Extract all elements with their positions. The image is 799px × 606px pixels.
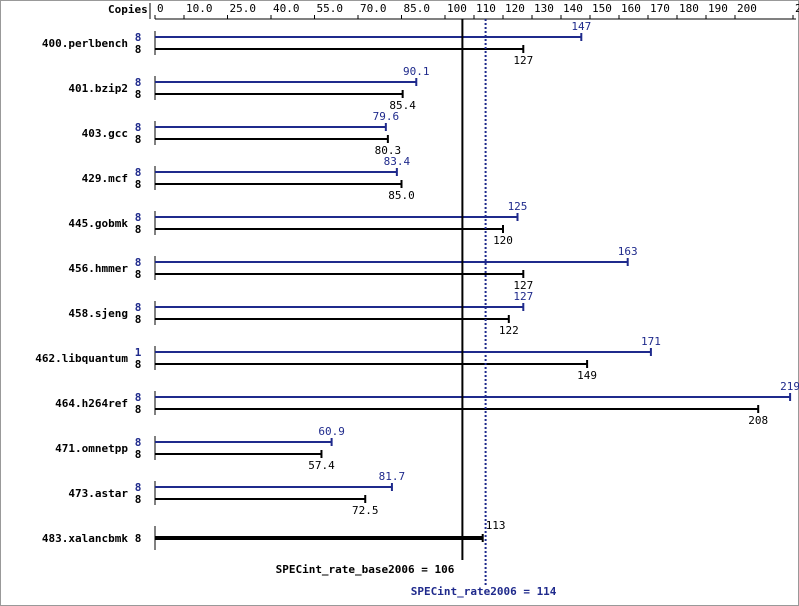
value-label: 127	[513, 54, 533, 67]
x-tick-label: 85.0	[404, 2, 431, 15]
value-label: 127	[513, 279, 533, 292]
value-label: 120	[493, 234, 513, 247]
value-label: 60.9	[318, 425, 345, 438]
x-tick-label: 0	[157, 2, 164, 15]
value-label: 72.5	[352, 504, 379, 517]
value-label: 147	[571, 20, 591, 33]
value-label: 80.3	[375, 144, 402, 157]
value-label: 90.1	[403, 65, 430, 78]
x-tick-label: 120	[505, 2, 525, 15]
copies: 8	[135, 121, 142, 134]
value-label: 85.0	[388, 189, 415, 202]
copies: 8	[135, 43, 142, 56]
value-label: 83.4	[384, 155, 411, 168]
copies: 8	[135, 493, 142, 506]
value-label: 171	[641, 335, 661, 348]
x-tick-label: 180	[679, 2, 699, 15]
value-label: 163	[618, 245, 638, 258]
benchmark-name: 456.hmmer	[68, 262, 128, 275]
benchmark-name: 401.bzip2	[68, 82, 128, 95]
x-tick-label: 55.0	[317, 2, 344, 15]
copies: 1	[135, 346, 142, 359]
reference-label: SPECint_rate_base2006 = 106	[276, 563, 455, 576]
x-tick-label: 130	[534, 2, 554, 15]
value-label: 149	[577, 369, 597, 382]
value-label: 127	[513, 290, 533, 303]
benchmark-name: 473.astar	[68, 487, 128, 500]
copies: 8	[135, 436, 142, 449]
copies: 8	[135, 211, 142, 224]
copies: 8	[135, 391, 142, 404]
copies: 8	[135, 31, 142, 44]
reference-label: SPECint_rate2006 = 114	[411, 585, 557, 598]
benchmark-name: 403.gcc	[82, 127, 128, 140]
x-tick-label: 220	[795, 2, 799, 15]
value-label: 113	[486, 519, 506, 532]
benchmark-name: 429.mcf	[82, 172, 128, 185]
copies: 8	[135, 76, 142, 89]
copies: 8	[135, 403, 142, 416]
copies: 8	[135, 358, 142, 371]
benchmark-name: 445.gobmk	[68, 217, 128, 230]
copies: 8	[135, 481, 142, 494]
value-label: 208	[748, 414, 768, 427]
copies: 8	[135, 166, 142, 179]
x-tick-label: 170	[650, 2, 670, 15]
x-tick-label: 100	[447, 2, 467, 15]
copies: 8	[135, 268, 142, 281]
benchmark-name: 464.h264ref	[55, 397, 128, 410]
x-tick-label: 200	[737, 2, 757, 15]
value-label: 85.4	[389, 99, 416, 112]
copies: 8	[135, 301, 142, 314]
value-label: 57.4	[308, 459, 335, 472]
value-label: 79.6	[373, 110, 400, 123]
copies: 8	[135, 223, 142, 236]
value-label: 219	[780, 380, 799, 393]
x-tick-label: 10.0	[186, 2, 213, 15]
axis-label: Copies	[108, 3, 148, 16]
benchmark-name: 400.perlbench	[42, 37, 128, 50]
benchmark-name: 462.libquantum	[35, 352, 128, 365]
copies: 8	[135, 313, 142, 326]
copies: 8	[135, 133, 142, 146]
x-tick-label: 110	[476, 2, 496, 15]
x-tick-label: 25.0	[230, 2, 257, 15]
value-label: 81.7	[379, 470, 406, 483]
copies: 8	[135, 448, 142, 461]
copies: 8	[135, 178, 142, 191]
x-tick-label: 190	[708, 2, 728, 15]
x-tick-label: 160	[621, 2, 641, 15]
value-label: 125	[508, 200, 528, 213]
copies: 8	[135, 88, 142, 101]
x-tick-label: 40.0	[273, 2, 300, 15]
copies: 8	[135, 532, 142, 545]
benchmark-name: 471.omnetpp	[55, 442, 128, 455]
x-tick-label: 70.0	[360, 2, 387, 15]
benchmark-name: 483.xalancbmk	[42, 532, 128, 545]
x-tick-label: 150	[592, 2, 612, 15]
benchmark-name: 458.sjeng	[68, 307, 128, 320]
copies: 8	[135, 256, 142, 269]
x-tick-label: 140	[563, 2, 583, 15]
value-label: 122	[499, 324, 519, 337]
